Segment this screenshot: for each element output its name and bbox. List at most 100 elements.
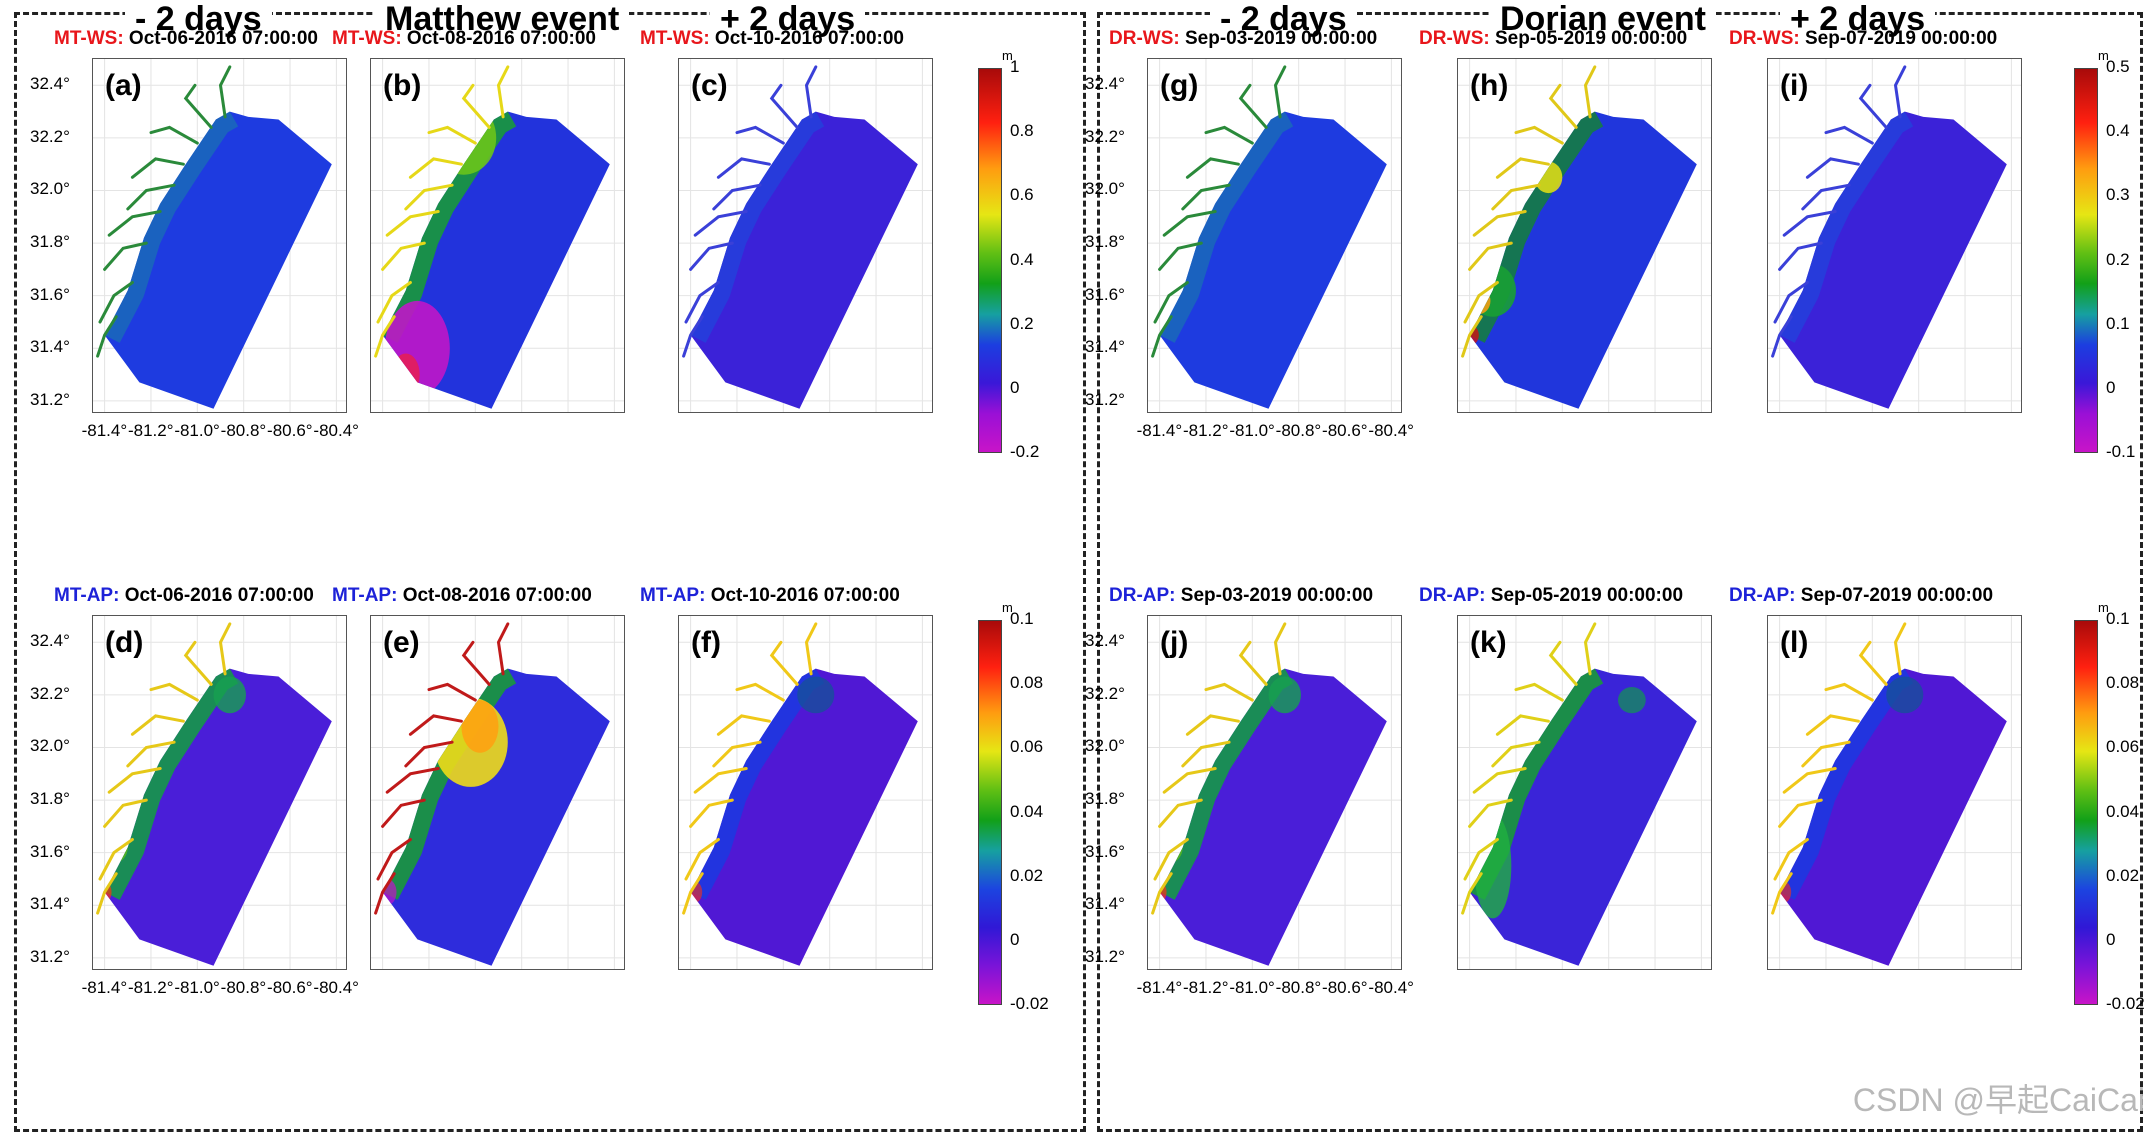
panel-title-prefix: MT-AP:: [54, 585, 120, 606]
y-tick-label: 32.2°: [1085, 683, 1125, 703]
y-tick-label: 31.8°: [30, 232, 70, 252]
tidal-creek: [149, 682, 199, 702]
map-plot: [93, 616, 346, 969]
tidal-creek: [1801, 183, 1851, 211]
tidal-creek: [1782, 767, 1837, 794]
tidal-creek: [712, 183, 762, 211]
tidal-creek: [716, 157, 771, 179]
panel-title-prefix: MT-WS:: [640, 28, 710, 49]
y-tick-label: 32.4°: [30, 74, 70, 94]
colorbar-tick-label: 0.8: [1010, 121, 1034, 141]
tidal-creek: [385, 210, 440, 237]
tidal-creek: [408, 714, 463, 736]
y-tick-label: 32.4°: [1085, 74, 1125, 94]
map-panel-e: (e): [370, 615, 625, 970]
x-tick-label: -81.2°: [127, 421, 174, 440]
field-anomaly: [1474, 813, 1512, 919]
colorbar-tick-label: 0.1: [2106, 609, 2130, 628]
y-tick-label: 31.6°: [1085, 284, 1125, 304]
panel-title-prefix: DR-WS:: [1419, 28, 1490, 49]
tidal-creek: [804, 622, 818, 676]
watermark: CSDN @早起CaiCai: [1852, 1082, 2145, 1118]
tidal-creek: [381, 241, 426, 271]
x-tick-label: -80.4°: [1368, 421, 1414, 440]
colorbar-dorian-ap: [2074, 620, 2098, 1005]
panel-title-prefix: MT-AP:: [332, 585, 398, 606]
y-tick-label: 31.2°: [1085, 389, 1125, 409]
y-tick-label: 31.4°: [30, 337, 70, 357]
x-tick-label: -81.2°: [1182, 978, 1229, 997]
tidal-creek: [1468, 241, 1513, 271]
y-tick-label: 31.2°: [30, 946, 70, 966]
panel-title: MT-AP: Oct-10-2016 07:00:00: [640, 585, 900, 607]
map-panel-g: (g): [1147, 58, 1402, 413]
tidal-creek: [103, 241, 148, 271]
model-domain: [1779, 668, 2007, 966]
tidal-creek: [1238, 640, 1268, 686]
tidal-creek: [1514, 682, 1564, 702]
panel-title: DR-AP: Sep-07-2019 00:00:00: [1729, 585, 1993, 607]
model-domain: [690, 111, 918, 409]
x-tick-label: -81.4°: [81, 421, 128, 440]
tidal-creek: [1151, 315, 1173, 358]
x-tick-label: -81.0°: [174, 978, 220, 997]
field-anomaly: [1534, 161, 1563, 194]
tidal-creek: [1181, 183, 1231, 211]
x-tick-label: -80.4°: [313, 978, 359, 997]
tidal-creek: [1583, 622, 1597, 676]
colorbar-tick-label: 0.08: [1010, 673, 1044, 693]
map-plot: [371, 616, 624, 969]
panel-title-time: Sep-05-2019 00:00:00: [1485, 585, 1684, 606]
tidal-creek: [1805, 157, 1860, 179]
colorbar-tick-label: 0: [2106, 377, 2116, 397]
tidal-creek: [496, 622, 510, 676]
model-domain: [1159, 668, 1387, 966]
panel-title-time: Sep-07-2019 00:00:00: [1795, 585, 1994, 606]
panel-title-time: Sep-03-2019 00:00:00: [1175, 585, 1374, 606]
colorbar-tick-label: 0.4: [2106, 121, 2130, 141]
x-tick-label: -81.2°: [1182, 421, 1229, 440]
y-tick-label: 31.4°: [30, 894, 70, 914]
model-domain: [104, 668, 332, 966]
tidal-creek: [1472, 210, 1527, 237]
tidal-creek: [1162, 767, 1217, 794]
model-domain: [382, 668, 610, 966]
tidal-creek: [126, 740, 176, 768]
colorbar-dorian-ws: [2074, 68, 2098, 453]
model-domain: [104, 111, 332, 409]
y-tick-label: 32.4°: [1085, 631, 1125, 651]
y-tick-label: 31.6°: [1085, 841, 1125, 861]
tidal-creek: [1893, 622, 1907, 676]
tidal-creek: [1491, 183, 1541, 211]
tidal-creek: [735, 125, 785, 145]
tidal-creek: [1771, 315, 1793, 358]
x-tick-label: -80.6°: [1322, 978, 1368, 997]
y-tick-label: 32.2°: [1085, 126, 1125, 146]
y-tick-label: 31.6°: [30, 284, 70, 304]
tidal-creek: [130, 157, 185, 179]
tidal-creek: [381, 798, 426, 828]
colorbar-tick-label: 0.08: [2106, 673, 2140, 693]
tidal-creek: [1158, 241, 1203, 271]
panel-label: (d): [105, 626, 144, 659]
tidal-creek: [1548, 83, 1578, 129]
panel-label: (k): [1470, 626, 1507, 659]
panel-label: (j): [1160, 626, 1189, 659]
map-panel-a: (a): [92, 58, 347, 413]
panel-title-time: Sep-07-2019 00:00:00: [1799, 28, 1998, 49]
tidal-creek: [183, 640, 213, 686]
y-tick-label: 32.0°: [30, 179, 70, 199]
colorbar-tick-label: 0.5: [2106, 57, 2130, 76]
panel-title: DR-AP: Sep-03-2019 00:00:00: [1109, 585, 1373, 607]
x-tick-label: -81.4°: [1136, 421, 1183, 440]
y-tick-label: 32.0°: [30, 736, 70, 756]
colorbar-tick-label: 0.2: [2106, 249, 2130, 269]
colorbar-tick-label: 1: [1010, 57, 1020, 76]
y-tick-label: 31.6°: [30, 841, 70, 861]
tidal-creek: [1204, 682, 1254, 702]
field-anomaly: [466, 111, 494, 131]
tidal-creek: [376, 281, 412, 324]
model-domain: [1779, 111, 2007, 409]
header-matthew-before: - 2 days: [125, 0, 272, 39]
tidal-creek: [183, 83, 213, 129]
